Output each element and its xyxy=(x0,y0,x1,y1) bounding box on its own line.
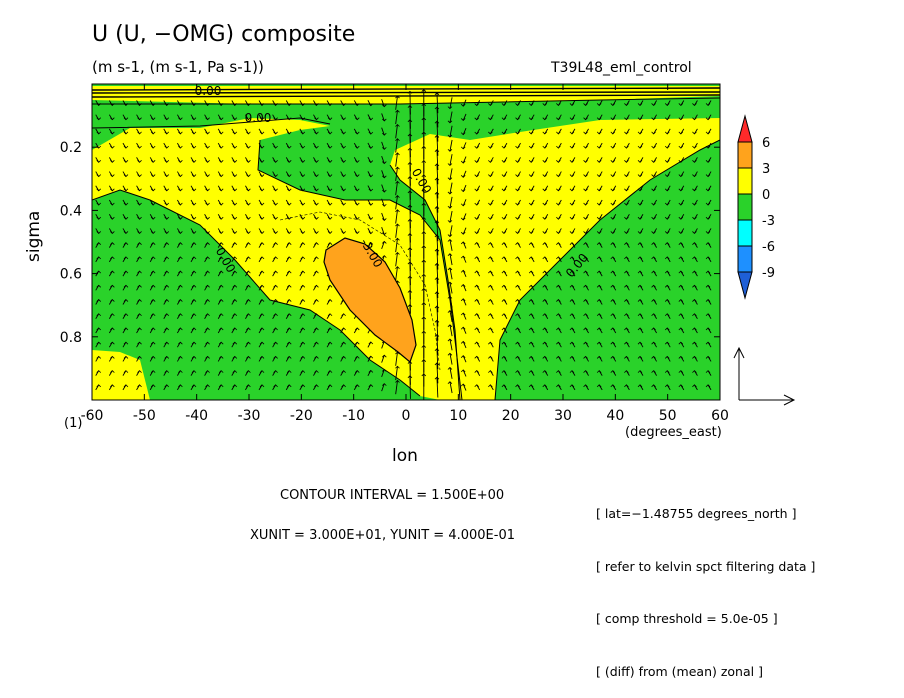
colorbar-label: 3 xyxy=(762,162,770,177)
colorbar-label: 0 xyxy=(762,188,770,203)
x-tick-label: 30 xyxy=(554,408,572,424)
x-tick-label: -50 xyxy=(133,408,156,424)
x-tick-label: -60 xyxy=(81,408,104,424)
y-tick-label: 0.2 xyxy=(60,140,82,156)
colorbar-segment xyxy=(738,246,752,272)
note-line: [ (diff) from (mean) zonal ] xyxy=(596,663,815,681)
x-tick-label: 10 xyxy=(449,408,467,424)
colorbar-segment xyxy=(738,168,752,194)
x-tick-label: 60 xyxy=(711,408,729,424)
colorbar: 6 3 0 -3 -6 -9 xyxy=(738,116,775,298)
colorbar-label: 6 xyxy=(762,136,770,151)
colorbar-segment xyxy=(738,142,752,168)
colorbar-segment xyxy=(738,194,752,220)
y-tick-label: 0.4 xyxy=(60,203,82,219)
y-tick-label: 0.8 xyxy=(60,330,82,346)
colorbar-label: -3 xyxy=(762,214,775,229)
colorbar-segment xyxy=(738,272,752,298)
x-tick-label: -20 xyxy=(290,408,313,424)
wind-vector xyxy=(410,376,411,399)
colorbar-label: -9 xyxy=(762,266,775,281)
x-tick-label: -30 xyxy=(238,408,261,424)
contour-label: 0.00 xyxy=(195,84,222,98)
x-tick-label: 40 xyxy=(606,408,624,424)
x-tick-label: -40 xyxy=(185,408,208,424)
reference-vector xyxy=(734,348,794,405)
colorbar-segment xyxy=(738,116,752,142)
x-tick-label: 50 xyxy=(659,408,677,424)
x-tick-label: 0 xyxy=(402,408,411,424)
x-tick-label: 20 xyxy=(502,408,520,424)
contour-label: 0.00 xyxy=(245,111,272,125)
colorbar-segment xyxy=(738,220,752,246)
x-tick-label: -10 xyxy=(342,408,365,424)
colorbar-label: -6 xyxy=(762,240,775,255)
y-tick-label: 0.6 xyxy=(60,267,82,283)
